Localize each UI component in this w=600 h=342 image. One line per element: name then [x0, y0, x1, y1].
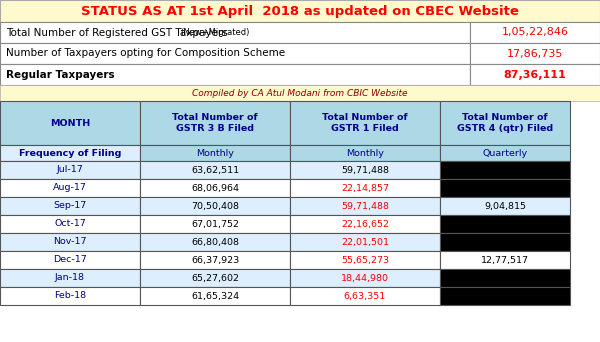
Text: Jul-17: Jul-17: [56, 166, 83, 174]
Text: Compiled by CA Atul Modani from CBIC Website: Compiled by CA Atul Modani from CBIC Web…: [192, 89, 408, 97]
FancyBboxPatch shape: [0, 85, 600, 101]
FancyBboxPatch shape: [290, 269, 440, 287]
Text: 6,63,351: 6,63,351: [344, 291, 386, 301]
Text: Dec-17: Dec-17: [53, 255, 87, 264]
Text: Sep-17: Sep-17: [53, 201, 86, 210]
FancyBboxPatch shape: [290, 101, 440, 145]
Text: 22,16,652: 22,16,652: [341, 220, 389, 228]
FancyBboxPatch shape: [140, 161, 290, 179]
Text: 22,01,501: 22,01,501: [341, 237, 389, 247]
FancyBboxPatch shape: [290, 251, 440, 269]
Text: Quarterly: Quarterly: [482, 148, 527, 158]
Text: Total Number of Registered GST Taxpayers: Total Number of Registered GST Taxpayers: [6, 27, 231, 38]
Text: 66,80,408: 66,80,408: [191, 237, 239, 247]
Text: Jan-18: Jan-18: [55, 274, 85, 282]
FancyBboxPatch shape: [0, 251, 140, 269]
FancyBboxPatch shape: [290, 145, 440, 161]
Text: 67,01,752: 67,01,752: [191, 220, 239, 228]
FancyBboxPatch shape: [470, 43, 600, 64]
Text: 61,65,324: 61,65,324: [191, 291, 239, 301]
FancyBboxPatch shape: [0, 161, 140, 179]
FancyBboxPatch shape: [440, 161, 570, 179]
Text: Regular Taxpayers: Regular Taxpayers: [6, 69, 115, 79]
FancyBboxPatch shape: [0, 197, 140, 215]
Text: Total Number of
GSTR 4 (qtr) Filed: Total Number of GSTR 4 (qtr) Filed: [457, 113, 553, 133]
Text: 12,77,517: 12,77,517: [481, 255, 529, 264]
FancyBboxPatch shape: [140, 287, 290, 305]
Text: 59,71,488: 59,71,488: [341, 166, 389, 174]
Text: 55,65,273: 55,65,273: [341, 255, 389, 264]
FancyBboxPatch shape: [440, 215, 570, 233]
Text: Aug-17: Aug-17: [53, 184, 87, 193]
Text: 66,37,923: 66,37,923: [191, 255, 239, 264]
FancyBboxPatch shape: [0, 0, 600, 22]
Text: 68,06,964: 68,06,964: [191, 184, 239, 193]
Text: 18,44,980: 18,44,980: [341, 274, 389, 282]
Text: 63,62,511: 63,62,511: [191, 166, 239, 174]
Text: MONTH: MONTH: [50, 118, 90, 128]
FancyBboxPatch shape: [290, 161, 440, 179]
FancyBboxPatch shape: [0, 269, 140, 287]
FancyBboxPatch shape: [0, 43, 470, 64]
FancyBboxPatch shape: [440, 179, 570, 197]
FancyBboxPatch shape: [0, 22, 470, 43]
Text: 87,36,111: 87,36,111: [503, 69, 566, 79]
FancyBboxPatch shape: [140, 251, 290, 269]
FancyBboxPatch shape: [290, 287, 440, 305]
FancyBboxPatch shape: [0, 287, 140, 305]
Text: 17,86,735: 17,86,735: [507, 49, 563, 58]
FancyBboxPatch shape: [140, 101, 290, 145]
FancyBboxPatch shape: [0, 215, 140, 233]
FancyBboxPatch shape: [470, 64, 600, 85]
FancyBboxPatch shape: [0, 101, 140, 145]
FancyBboxPatch shape: [290, 233, 440, 251]
FancyBboxPatch shape: [470, 22, 600, 43]
FancyBboxPatch shape: [440, 101, 570, 145]
FancyBboxPatch shape: [140, 179, 290, 197]
Text: 70,50,408: 70,50,408: [191, 201, 239, 210]
Text: Monthly: Monthly: [196, 148, 234, 158]
FancyBboxPatch shape: [440, 251, 570, 269]
Text: 1,05,22,846: 1,05,22,846: [502, 27, 569, 38]
Text: Feb-18: Feb-18: [54, 291, 86, 301]
FancyBboxPatch shape: [290, 215, 440, 233]
FancyBboxPatch shape: [440, 269, 570, 287]
Text: Oct-17: Oct-17: [54, 220, 86, 228]
FancyBboxPatch shape: [140, 215, 290, 233]
FancyBboxPatch shape: [0, 64, 470, 85]
FancyBboxPatch shape: [440, 145, 570, 161]
FancyBboxPatch shape: [440, 197, 570, 215]
Text: Number of Taxpayers opting for Composition Scheme: Number of Taxpayers opting for Compositi…: [6, 49, 285, 58]
Text: 22,14,857: 22,14,857: [341, 184, 389, 193]
Text: 65,27,602: 65,27,602: [191, 274, 239, 282]
Text: 9,04,815: 9,04,815: [484, 201, 526, 210]
FancyBboxPatch shape: [140, 145, 290, 161]
Text: 59,71,488: 59,71,488: [341, 201, 389, 210]
FancyBboxPatch shape: [290, 197, 440, 215]
FancyBboxPatch shape: [140, 233, 290, 251]
Text: Frequency of Filing: Frequency of Filing: [19, 148, 121, 158]
FancyBboxPatch shape: [140, 269, 290, 287]
FancyBboxPatch shape: [440, 287, 570, 305]
Text: Total Number of
GSTR 1 Filed: Total Number of GSTR 1 Filed: [322, 113, 408, 133]
FancyBboxPatch shape: [0, 145, 140, 161]
FancyBboxPatch shape: [440, 233, 570, 251]
FancyBboxPatch shape: [140, 197, 290, 215]
Text: STATUS AS AT 1st April  2018 as updated on CBEC Website: STATUS AS AT 1st April 2018 as updated o…: [81, 4, 519, 17]
FancyBboxPatch shape: [0, 233, 140, 251]
Text: Total Number of
GSTR 3 B Filed: Total Number of GSTR 3 B Filed: [172, 113, 258, 133]
Text: (New+Migrated): (New+Migrated): [180, 28, 250, 37]
Text: Nov-17: Nov-17: [53, 237, 87, 247]
Text: Monthly: Monthly: [346, 148, 384, 158]
FancyBboxPatch shape: [290, 179, 440, 197]
FancyBboxPatch shape: [0, 179, 140, 197]
